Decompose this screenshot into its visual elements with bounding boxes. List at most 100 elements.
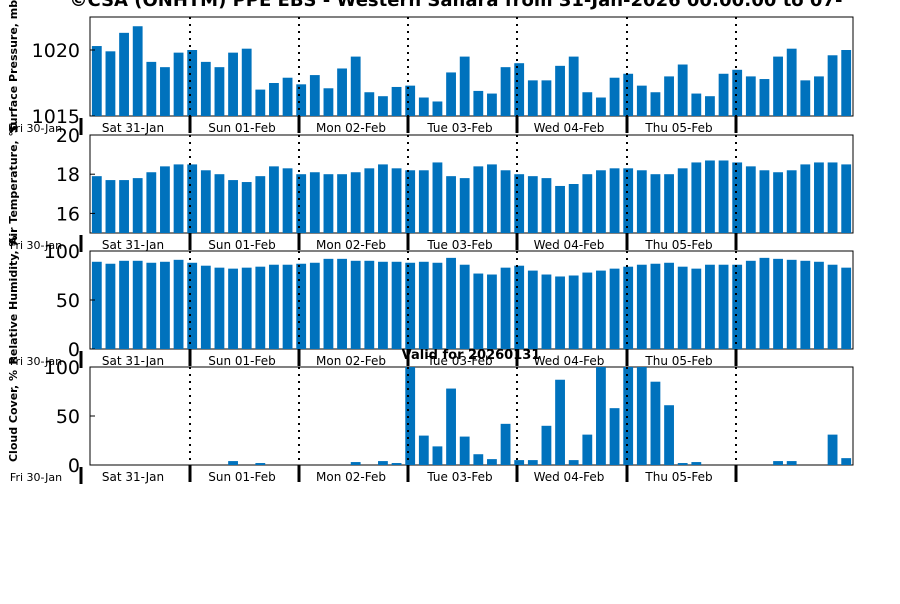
panel-3-xtick-label: Wed 04-Feb [534,470,605,484]
panel-0-bar [187,50,198,116]
panel-1-bar [623,168,634,233]
panel-1-bar [500,170,511,233]
panel-1-bar [459,178,470,233]
panel-2-bar [773,258,783,349]
panel-0-bar [596,97,606,116]
panel-2-bar [241,267,252,349]
panel-2-bar [541,274,552,349]
panel-0-bar [555,65,565,116]
panel-2-xtick-label: Thu 05-Feb [644,354,712,368]
panel-0-bar [582,92,593,116]
panel-1-bar [119,180,129,233]
panel-1-bar [350,172,361,233]
panel-3-bar [432,446,443,465]
panel-2-xtick-label: Tue 03-Feb [426,354,492,368]
panel-0-bar [391,86,402,116]
panel-0-xtick-label: Thu 05-Feb [644,121,712,135]
panel-2-bar [691,268,702,349]
panel-0-bar [200,61,211,116]
panel-1-bar [364,168,375,233]
panel-0-bar [459,56,470,116]
panel-2-xtick-label: Sat 31-Jan [102,354,164,368]
panel-1-xtick-label: Sun 01-Feb [208,238,276,252]
panel-3-xtick-label: Thu 05-Feb [644,470,712,484]
panel-3-ytick-label: 0 [68,455,80,477]
panel-1-bar [691,162,702,233]
panel-3-frame [89,366,854,466]
panel-0-bar [146,61,157,116]
panel-2-bar [296,263,307,349]
panel-1-bar [269,166,279,233]
panel-0-bar [214,67,225,116]
panel-0-xtick-label: Tue 03-Feb [426,121,492,135]
panel-1-bar [718,160,729,233]
panel-2-bar [705,264,715,349]
panel-1-bar [105,180,116,233]
panel-0-bar [105,51,116,116]
panel-0-bar [160,67,170,116]
panel-0-bar [296,84,307,116]
panel-2-bar [568,275,579,349]
panel-0-bar [350,56,361,116]
panel-1-bar [473,166,484,233]
panel-2-bar [527,270,538,349]
panel-1-bar [705,160,715,233]
panel-0-bar [378,96,388,116]
panel-1-xtick-label: Mon 02-Feb [316,238,386,252]
panel-0-bar [705,96,715,116]
panel-3-xtick-label: Fri 30-Jan [10,471,62,484]
panel-0-xtick-label: Sun 01-Feb [208,121,276,135]
panel-0-bar [718,73,729,116]
panel-0-bar [228,52,238,116]
panel-0-bar [732,69,743,116]
panel-1-bar [664,174,674,233]
panel-1-bar [514,174,525,233]
panel-0-bar [773,56,783,116]
panel-1-bar [541,178,552,233]
panel-3-bar [664,405,674,465]
panel-1-bar [446,176,456,233]
panel-1-xtick-label: Sat 31-Jan [102,238,164,252]
panel-2-bar [609,268,620,349]
panel-2-bar [487,274,497,349]
panel-1-bar [677,168,688,233]
panel-3-bar [541,425,552,465]
panel-0-bar [568,56,579,116]
panel-1-bar [650,174,661,233]
panel-3-bar [555,379,565,465]
panel-2-bar [596,270,606,349]
panel-0-bar [500,67,511,116]
panel-1-xtick-label: Tue 03-Feb [426,238,492,252]
panel-1-xtick-label: Wed 04-Feb [534,238,605,252]
panel-0-bar [664,76,674,116]
panel-0-bar [745,76,756,116]
panel-1-bar [636,170,647,233]
panel-3-bar [609,408,620,465]
panel-2-bar [282,264,293,349]
panel-0-xtick-label: Fri 30-Jan [10,122,62,135]
panel-2-bar [364,260,375,349]
panel-1-bar [418,170,429,233]
panel-1-bar [146,172,157,233]
panel-1-bar [786,170,797,233]
panel-1-bar [214,174,225,233]
panel-2-xtick-label: Fri 30-Jan [10,355,62,368]
panel-0-xtick-label: Mon 02-Feb [316,121,386,135]
panel-2-bar [378,261,388,349]
panel-0-bar [405,85,416,116]
panel-1-bar [827,162,838,233]
panel-2-bar [269,264,279,349]
panel-3-bar [650,381,661,465]
panel-2-bar [105,263,116,349]
panel-2-bar [800,260,811,349]
panel-2-bar [555,276,565,349]
panel-1-bar [173,164,184,233]
panel-2-bar [650,263,661,349]
panel-1-bar [487,164,497,233]
panel-2-bar [146,262,157,349]
panel-1-bar [568,184,579,233]
panel-3-bar [827,434,838,465]
panel-0-bar [432,101,443,116]
panel-2-bar [255,266,266,349]
